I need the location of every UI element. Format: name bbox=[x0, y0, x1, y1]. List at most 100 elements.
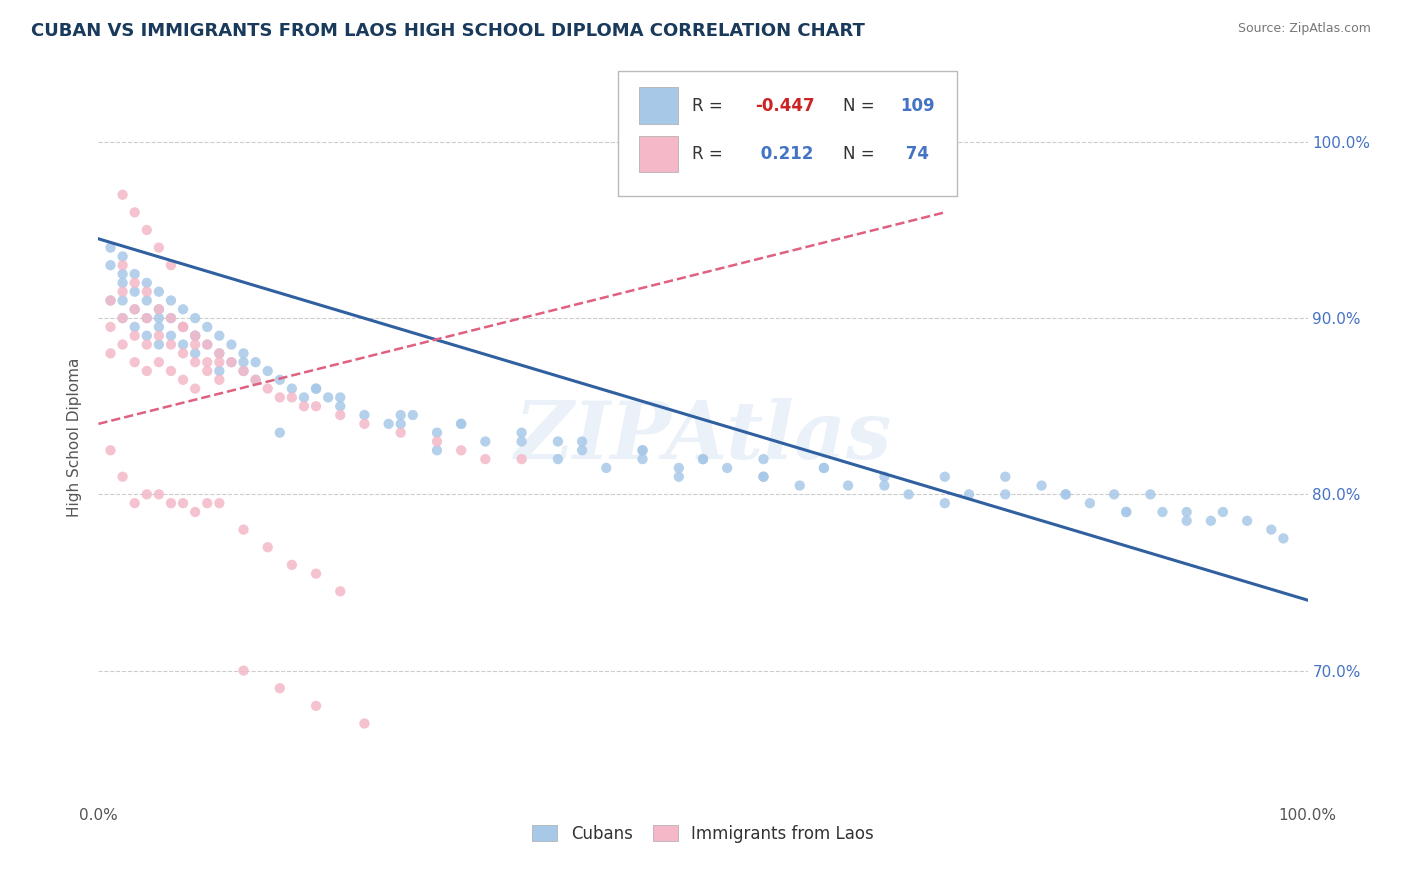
Point bbox=[208, 373, 231, 387]
Point bbox=[184, 328, 207, 343]
FancyBboxPatch shape bbox=[638, 136, 678, 172]
Point bbox=[172, 346, 194, 360]
Point bbox=[124, 355, 146, 369]
Point bbox=[172, 373, 194, 387]
Point bbox=[232, 364, 254, 378]
Point bbox=[111, 311, 134, 326]
Point bbox=[934, 496, 956, 510]
Point bbox=[160, 293, 183, 308]
Point bbox=[994, 487, 1017, 501]
Point bbox=[172, 320, 194, 334]
Point bbox=[148, 311, 170, 326]
Point bbox=[184, 355, 207, 369]
Point bbox=[148, 302, 170, 317]
Point bbox=[1054, 487, 1077, 501]
Point bbox=[426, 443, 449, 458]
Point bbox=[135, 311, 157, 326]
Point bbox=[547, 452, 569, 467]
Point bbox=[208, 346, 231, 360]
Point bbox=[316, 391, 339, 405]
Point bbox=[184, 311, 207, 326]
Point bbox=[160, 337, 183, 351]
Point bbox=[1260, 523, 1282, 537]
Point bbox=[692, 452, 714, 467]
Point bbox=[111, 293, 134, 308]
Point bbox=[256, 364, 278, 378]
Point bbox=[148, 285, 170, 299]
Point bbox=[135, 487, 157, 501]
Point bbox=[100, 293, 122, 308]
Point bbox=[160, 258, 183, 272]
Point bbox=[148, 355, 170, 369]
Point bbox=[631, 452, 654, 467]
Point bbox=[124, 328, 146, 343]
Point bbox=[184, 346, 207, 360]
Point bbox=[631, 443, 654, 458]
Point bbox=[184, 382, 207, 396]
Text: 0.212: 0.212 bbox=[755, 145, 813, 163]
Point bbox=[172, 302, 194, 317]
Point bbox=[1115, 505, 1137, 519]
Point bbox=[148, 487, 170, 501]
Point bbox=[245, 373, 267, 387]
Point bbox=[232, 346, 254, 360]
Point bbox=[221, 355, 243, 369]
Point bbox=[668, 461, 690, 475]
Point bbox=[195, 496, 218, 510]
Point bbox=[172, 320, 194, 334]
Point bbox=[752, 469, 775, 483]
Point bbox=[100, 293, 122, 308]
Point bbox=[837, 478, 859, 492]
Point bbox=[1115, 505, 1137, 519]
Point bbox=[281, 382, 304, 396]
Point bbox=[873, 469, 896, 483]
Point bbox=[1054, 487, 1077, 501]
Point bbox=[124, 496, 146, 510]
Point bbox=[195, 355, 218, 369]
Text: R =: R = bbox=[692, 96, 728, 115]
Point bbox=[208, 355, 231, 369]
Point bbox=[195, 364, 218, 378]
Point bbox=[897, 487, 920, 501]
Point bbox=[595, 461, 617, 475]
Point bbox=[232, 664, 254, 678]
Point bbox=[292, 399, 315, 413]
Point bbox=[450, 417, 472, 431]
Point bbox=[305, 382, 328, 396]
Point bbox=[135, 337, 157, 351]
Point bbox=[305, 566, 328, 581]
Point bbox=[124, 302, 146, 317]
Point bbox=[232, 355, 254, 369]
Point bbox=[111, 311, 134, 326]
Point bbox=[245, 355, 267, 369]
Point bbox=[426, 425, 449, 440]
Point bbox=[124, 267, 146, 281]
Text: R =: R = bbox=[692, 145, 728, 163]
Point bbox=[148, 328, 170, 343]
Point bbox=[111, 258, 134, 272]
Point bbox=[450, 443, 472, 458]
Point bbox=[353, 408, 375, 422]
Point bbox=[692, 452, 714, 467]
Text: ZIPAtlas: ZIPAtlas bbox=[515, 399, 891, 475]
Point bbox=[245, 373, 267, 387]
Text: Source: ZipAtlas.com: Source: ZipAtlas.com bbox=[1237, 22, 1371, 36]
Point bbox=[305, 698, 328, 713]
Text: CUBAN VS IMMIGRANTS FROM LAOS HIGH SCHOOL DIPLOMA CORRELATION CHART: CUBAN VS IMMIGRANTS FROM LAOS HIGH SCHOO… bbox=[31, 22, 865, 40]
Point bbox=[124, 320, 146, 334]
Point bbox=[256, 540, 278, 554]
Point bbox=[389, 425, 412, 440]
Point bbox=[124, 276, 146, 290]
Point bbox=[1175, 505, 1198, 519]
Point bbox=[148, 241, 170, 255]
Point bbox=[305, 399, 328, 413]
Point bbox=[389, 417, 412, 431]
FancyBboxPatch shape bbox=[619, 71, 957, 195]
Point bbox=[208, 346, 231, 360]
Point bbox=[329, 584, 352, 599]
Point bbox=[281, 558, 304, 572]
Point bbox=[873, 478, 896, 492]
Text: N =: N = bbox=[844, 96, 880, 115]
Point bbox=[547, 434, 569, 449]
Point bbox=[135, 223, 157, 237]
